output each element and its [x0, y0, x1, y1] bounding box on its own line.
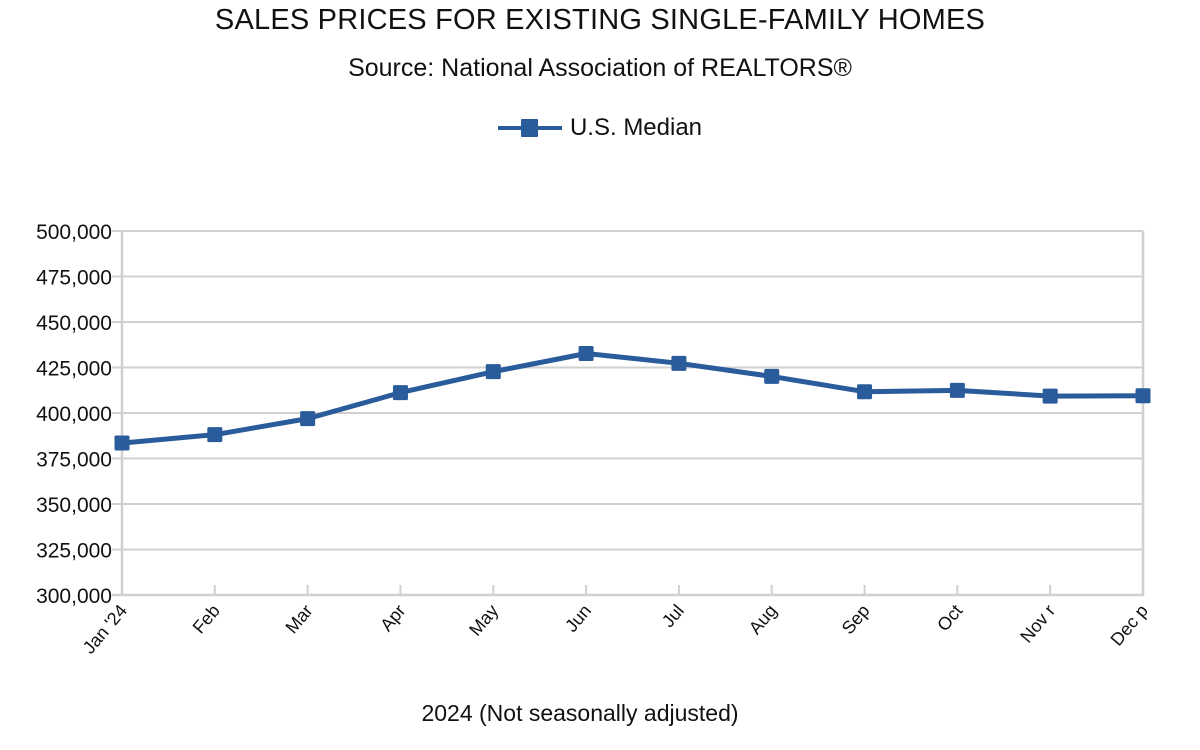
chart-title: SALES PRICES FOR EXISTING SINGLE-FAMILY … — [214, 4, 986, 36]
data-point-marker — [1042, 388, 1058, 404]
y-tick-label: 500,000 — [36, 221, 112, 244]
y-tick-label: 450,000 — [36, 312, 112, 335]
y-tick-label: 425,000 — [36, 358, 112, 381]
x-tick-label: Sep — [838, 601, 874, 638]
data-point-marker — [1135, 388, 1151, 404]
y-tick-label: 325,000 — [36, 540, 112, 563]
chart-subtitle: Source: National Association of REALTORS… — [348, 54, 852, 82]
data-point-marker — [300, 411, 316, 427]
x-tick-label: Apr — [376, 601, 409, 635]
x-tick-label: Jun — [561, 601, 595, 636]
y-tick-label: 375,000 — [36, 449, 112, 472]
x-tick-label: Jan '24 — [79, 601, 131, 658]
y-axis-ticks: 300,000 325,000 350,000 375,000 400,000 425,0… — [36, 221, 112, 608]
y-tick-label: 350,000 — [36, 494, 112, 517]
data-point-marker — [949, 382, 965, 398]
x-tick-label: Aug — [745, 601, 781, 638]
data-point-marker — [857, 384, 873, 400]
x-axis-label: 2024 (Not seasonally adjusted) — [421, 700, 739, 726]
y-tick-label: 300,000 — [36, 585, 112, 608]
x-tick-label: Dec p — [1107, 601, 1153, 650]
data-point-marker — [392, 385, 408, 401]
data-point-marker — [485, 364, 501, 380]
legend: U.S. Median — [0, 114, 1200, 142]
legend-label: U.S. Median — [569, 114, 703, 141]
x-tick-label: Mar — [281, 601, 316, 638]
data-point-marker — [578, 345, 594, 361]
series-line — [119, 350, 1146, 446]
x-tick-label: May — [465, 601, 502, 640]
x-tick-label: Oct — [933, 601, 966, 635]
x-tick-label: Nov r — [1016, 601, 1059, 647]
data-point-marker — [764, 368, 780, 384]
x-tick-label: Feb — [189, 601, 224, 638]
legend-line-marker-icon — [497, 116, 562, 140]
data-point-marker — [207, 427, 223, 443]
y-tick-label: 475,000 — [36, 267, 112, 290]
series-us-median — [114, 345, 1151, 451]
x-tick-label: Jul — [658, 601, 688, 631]
gridlines — [112, 230, 1145, 597]
data-point-marker — [114, 435, 130, 451]
data-point-marker — [671, 355, 687, 371]
y-tick-label: 400,000 — [36, 403, 112, 426]
